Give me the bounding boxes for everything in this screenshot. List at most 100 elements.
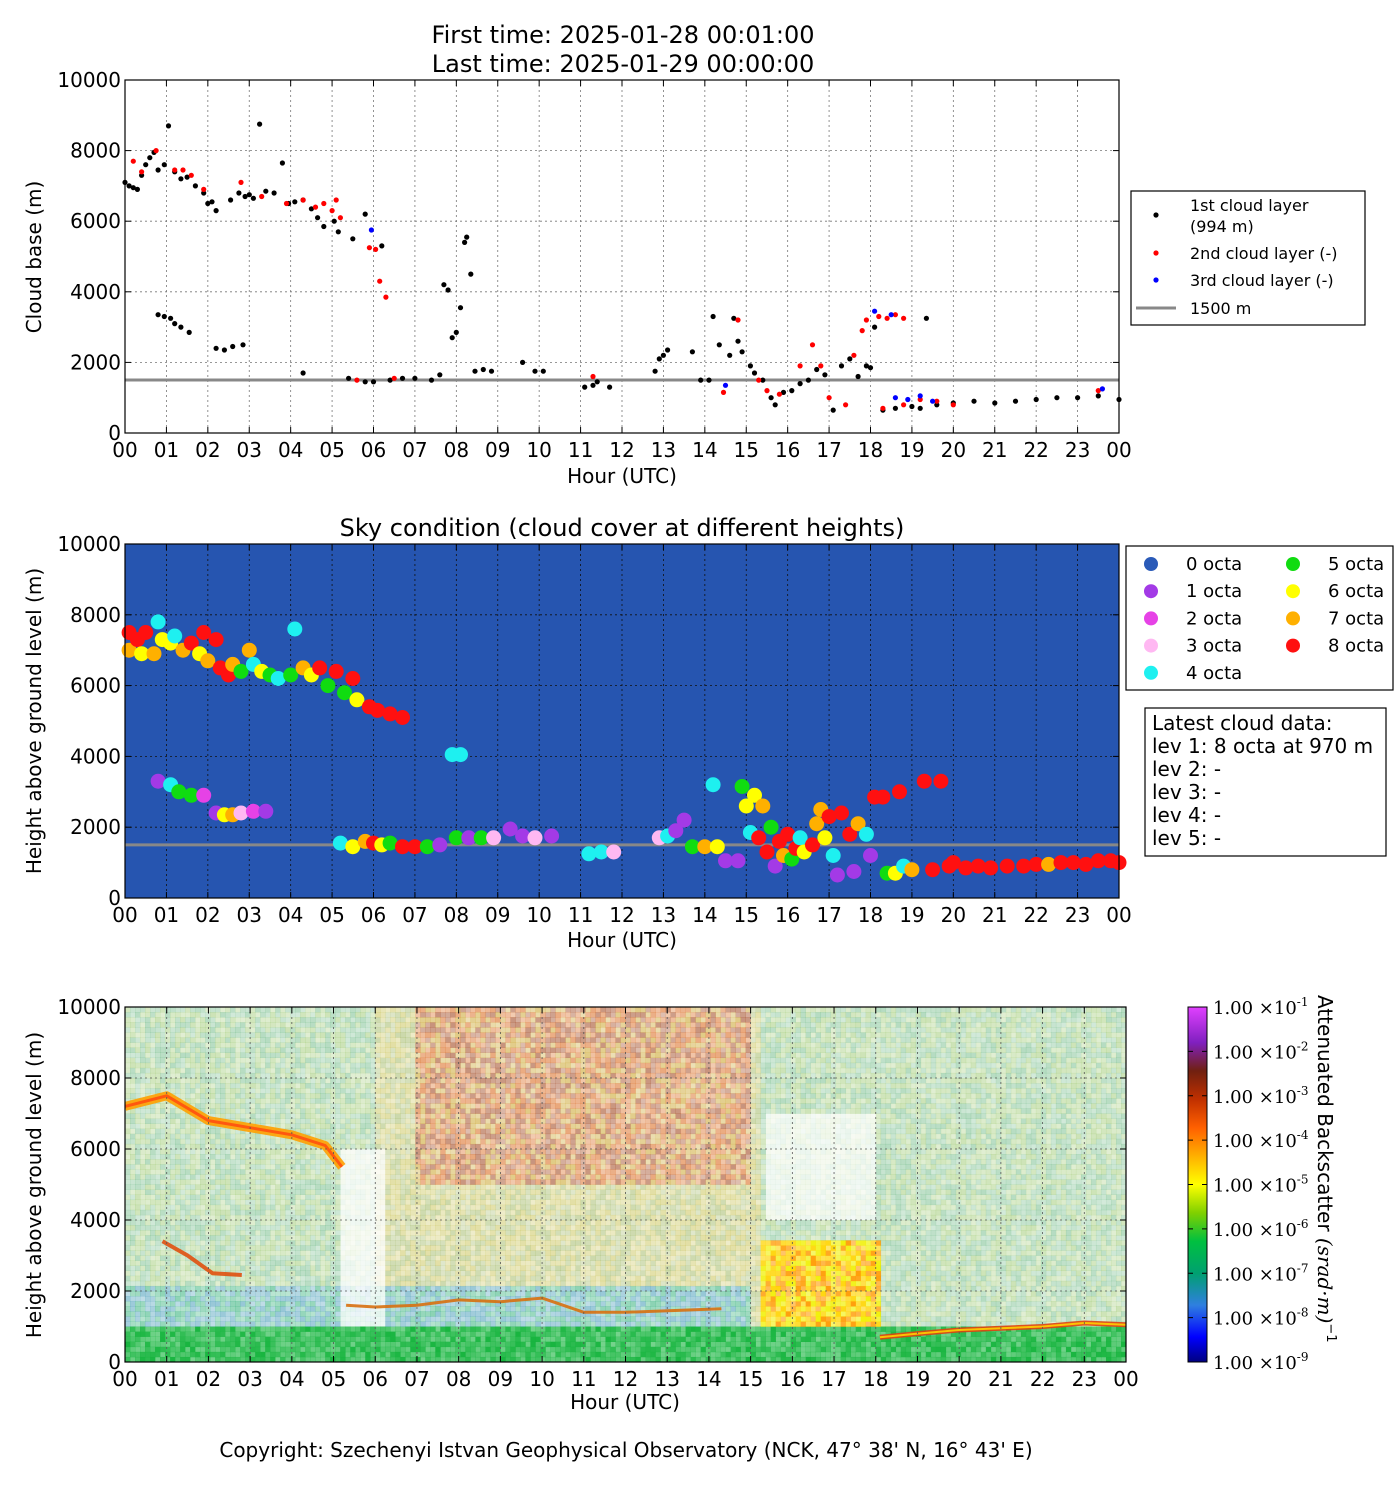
heatmap-cell: [330, 1326, 336, 1332]
heatmap-cell: [135, 1341, 141, 1348]
heatmap-cell: [215, 1154, 221, 1160]
heatmap-cell: [145, 1199, 151, 1206]
heatmap-cell: [345, 1341, 351, 1348]
heatmap-cell: [200, 1199, 206, 1206]
heatmap-cell: [305, 1316, 311, 1322]
heatmap-cell: [135, 1291, 141, 1297]
heatmap-cell: [125, 1356, 131, 1362]
heatmap-cell: [425, 1032, 431, 1038]
heatmap-cell: [330, 1123, 336, 1130]
heatmap-cell: [380, 1321, 386, 1327]
heatmap-cell: [200, 1133, 206, 1140]
heatmap-cell: [355, 1225, 361, 1231]
heatmap-cell: [405, 1296, 411, 1302]
heatmap-cell: [300, 1214, 306, 1221]
heatmap-cell: [425, 1296, 431, 1302]
heatmap-cell: [295, 1306, 301, 1312]
heatmap-cell: [265, 1240, 271, 1246]
heatmap-cell: [145, 1240, 151, 1246]
heatmap-cell: [200, 1225, 206, 1231]
heatmap-cell: [190, 1331, 196, 1337]
heatmap-cell: [290, 1083, 296, 1089]
heatmap-cell: [365, 1235, 371, 1241]
heatmap-cell: [165, 1285, 171, 1292]
heatmap-cell: [145, 1235, 151, 1241]
heatmap-cell: [255, 1022, 261, 1028]
heatmap-cell: [310, 1194, 316, 1201]
heatmap-cell: [250, 1154, 256, 1160]
heatmap-cell: [225, 1321, 231, 1327]
heatmap-cell: [385, 1301, 391, 1307]
heatmap-cell: [295, 1321, 301, 1327]
heatmap-cell: [125, 1027, 131, 1033]
heatmap-cell: [425, 1270, 431, 1277]
heatmap-cell: [170, 1220, 176, 1226]
heatmap-cell: [215, 1042, 221, 1048]
heatmap-cell: [365, 1260, 371, 1266]
heatmap-cell: [185, 1275, 191, 1282]
x-tick-label: 04: [278, 438, 303, 462]
heatmap-cell: [385, 1047, 391, 1053]
heatmap-cell: [125, 1123, 131, 1130]
heatmap-cell: [305, 1174, 311, 1180]
heatmap-cell: [195, 1326, 201, 1332]
legend-label-layer3: 3rd cloud layer (-): [1190, 271, 1334, 290]
heatmap-cell: [145, 1179, 151, 1185]
heatmap-cell: [260, 1012, 266, 1018]
heatmap-cell: [225, 1169, 231, 1175]
heatmap-cell: [305, 1042, 311, 1048]
heatmap-cell: [285, 1285, 291, 1292]
heatmap-cell: [225, 1032, 231, 1038]
heatmap-cell: [280, 1159, 286, 1165]
heatmap-cell: [235, 1078, 241, 1084]
heatmap-cell: [340, 1356, 346, 1362]
heatmap-cell: [385, 1088, 391, 1094]
heatmap-cell: [365, 1052, 371, 1059]
heatmap-cell: [200, 1296, 206, 1302]
heatmap-cell: [290, 1062, 296, 1069]
heatmap-cell: [390, 1012, 396, 1018]
heatmap-cell: [220, 1108, 226, 1114]
heatmap-cell: [335, 1301, 341, 1307]
heatmap-cell: [190, 1220, 196, 1226]
heatmap-cell: [330, 1225, 336, 1231]
heatmap-cell: [250, 1093, 256, 1099]
heatmap-cell: [155, 1017, 161, 1023]
heatmap-cell: [265, 1204, 271, 1211]
layer1-point: [665, 347, 671, 353]
heatmap-cell: [425, 1220, 431, 1226]
heatmap-cell: [300, 1072, 306, 1079]
heatmap-cell: [340, 1128, 346, 1135]
heatmap-cell: [205, 1164, 211, 1170]
heatmap-cell: [415, 1042, 421, 1048]
heatmap-cell: [300, 1270, 306, 1277]
octa-6-point: [738, 798, 754, 814]
heatmap-cell: [240, 1012, 246, 1018]
heatmap-cell: [215, 1209, 221, 1216]
heatmap-cell: [375, 1280, 381, 1287]
heatmap-cell: [140, 1159, 146, 1165]
heatmap-cell: [410, 1230, 416, 1236]
heatmap-cell: [310, 1052, 316, 1059]
heatmap-cell: [260, 1250, 266, 1256]
heatmap-cell: [365, 1311, 371, 1317]
heatmap-cell: [350, 1007, 356, 1013]
heatmap-cell: [405, 1301, 411, 1307]
heatmap-cell: [275, 1270, 281, 1277]
heatmap-cell: [270, 1321, 276, 1327]
heatmap-cell: [330, 1204, 336, 1211]
heatmap-cell: [150, 1280, 156, 1287]
heatmap-cell: [270, 1159, 276, 1165]
heatmap-cell: [210, 1179, 216, 1185]
heatmap-cell: [370, 1346, 376, 1353]
heatmap-cell: [160, 1321, 166, 1327]
heatmap-cell: [180, 1291, 186, 1297]
heatmap-cell: [295, 1017, 301, 1023]
heatmap-cell: [345, 1204, 351, 1211]
octa-1-point: [258, 803, 274, 819]
heatmap-cell: [190, 1346, 196, 1353]
heatmap-cell: [185, 1128, 191, 1135]
heatmap-cell: [235, 1164, 241, 1170]
heatmap-cell: [145, 1346, 151, 1353]
y-tick-label: 8000: [70, 139, 121, 163]
